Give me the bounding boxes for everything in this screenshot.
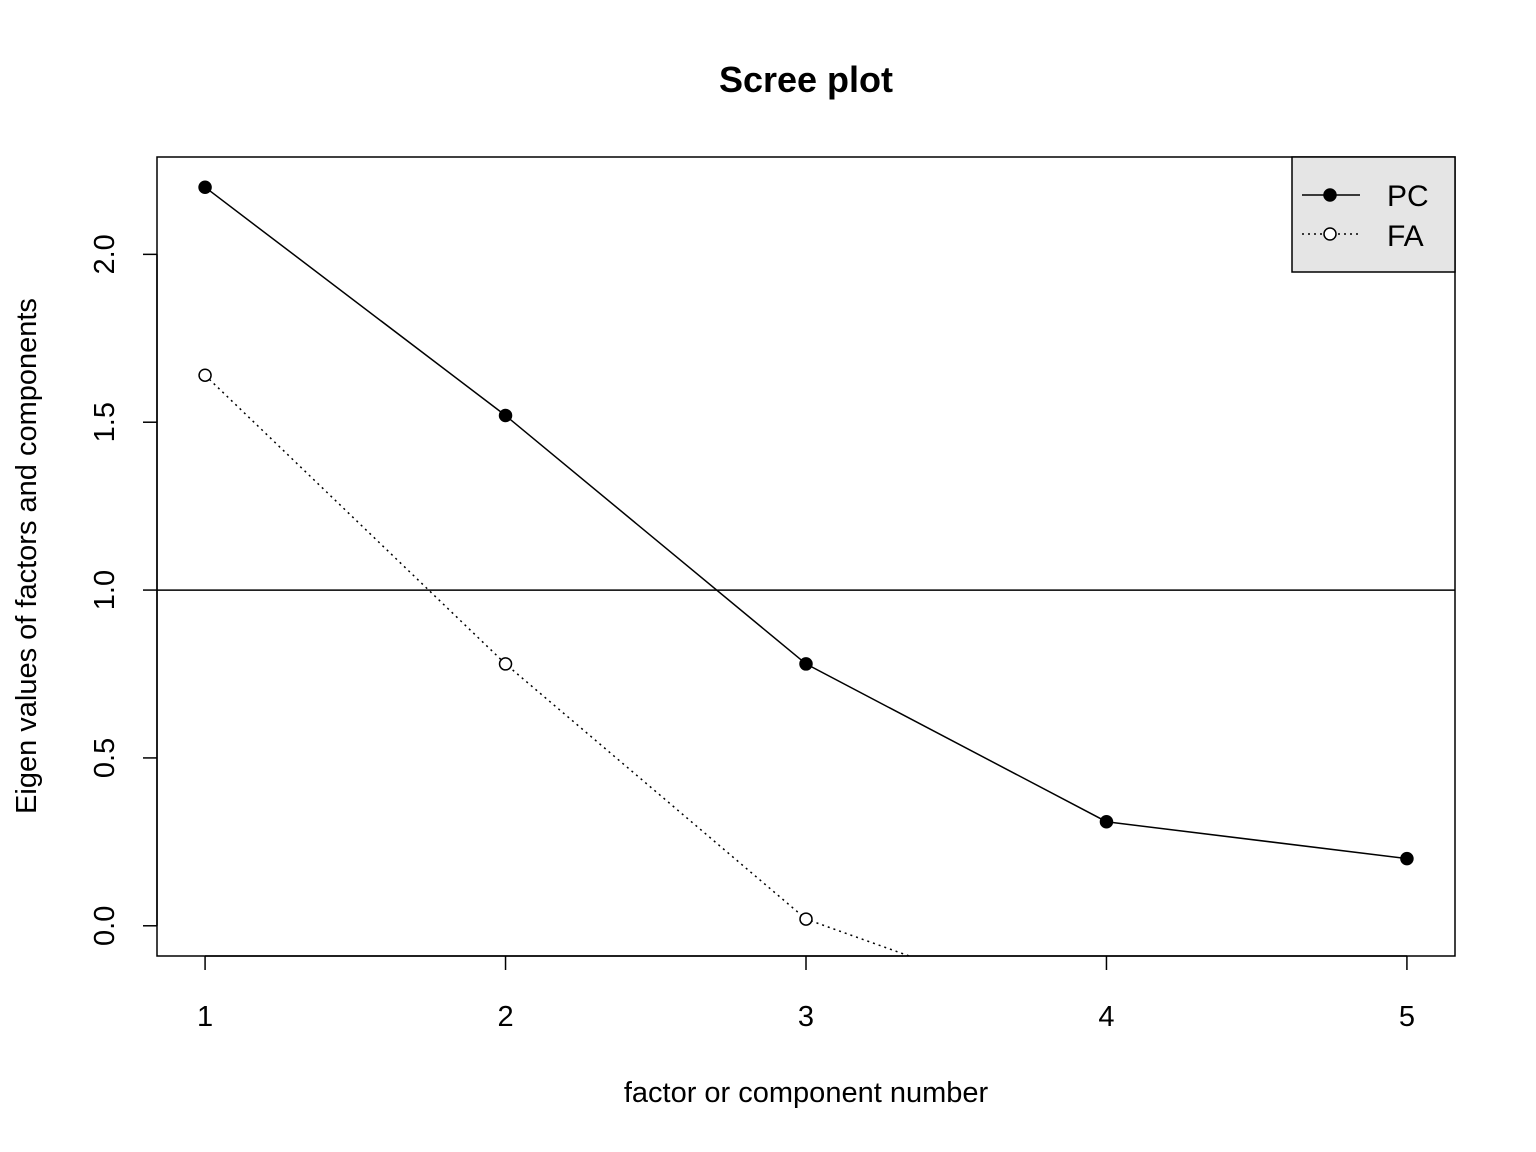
data-point-pc <box>198 180 212 194</box>
data-point-fa <box>799 912 813 926</box>
chart-title: Scree plot <box>719 59 893 100</box>
x-tick-label: 1 <box>197 1001 213 1033</box>
legend-label-fa: FA <box>1387 220 1424 253</box>
x-tick-label: 2 <box>497 1001 513 1033</box>
series-line-fa <box>204 374 912 956</box>
y-axis-label: Eigen values of factors and components <box>11 298 43 814</box>
x-axis: 1 2 3 4 5 <box>197 955 1415 1033</box>
y-tick-label: 0.0 <box>89 906 121 946</box>
y-tick-label: 1.0 <box>89 570 121 610</box>
data-point-pc <box>498 408 513 423</box>
x-tick-label: 3 <box>798 1001 814 1033</box>
y-tick-label: 0.5 <box>89 738 121 778</box>
x-tick-label: 5 <box>1399 1001 1415 1033</box>
legend: PC FA <box>1291 156 1456 273</box>
x-axis-label: factor or component number <box>624 1077 989 1109</box>
data-point-pc <box>1099 814 1114 829</box>
series-layer <box>198 180 1414 956</box>
legend-box <box>1291 156 1456 273</box>
x-tick-label: 4 <box>1098 1001 1114 1033</box>
legend-marker-fa <box>1323 227 1337 241</box>
series-line-pc <box>204 186 1408 860</box>
legend-marker-pc <box>1323 188 1337 202</box>
data-point-fa <box>198 368 212 382</box>
data-point-pc <box>1400 851 1414 866</box>
legend-label-pc: PC <box>1387 180 1429 213</box>
y-tick-label: 1.5 <box>89 402 121 442</box>
y-tick-label: 2.0 <box>89 234 121 274</box>
data-point-fa <box>498 657 513 671</box>
plot-frame <box>156 156 1456 957</box>
y-axis: 0.0 0.5 1.0 1.5 2.0 <box>89 234 158 946</box>
data-point-pc <box>799 657 813 671</box>
